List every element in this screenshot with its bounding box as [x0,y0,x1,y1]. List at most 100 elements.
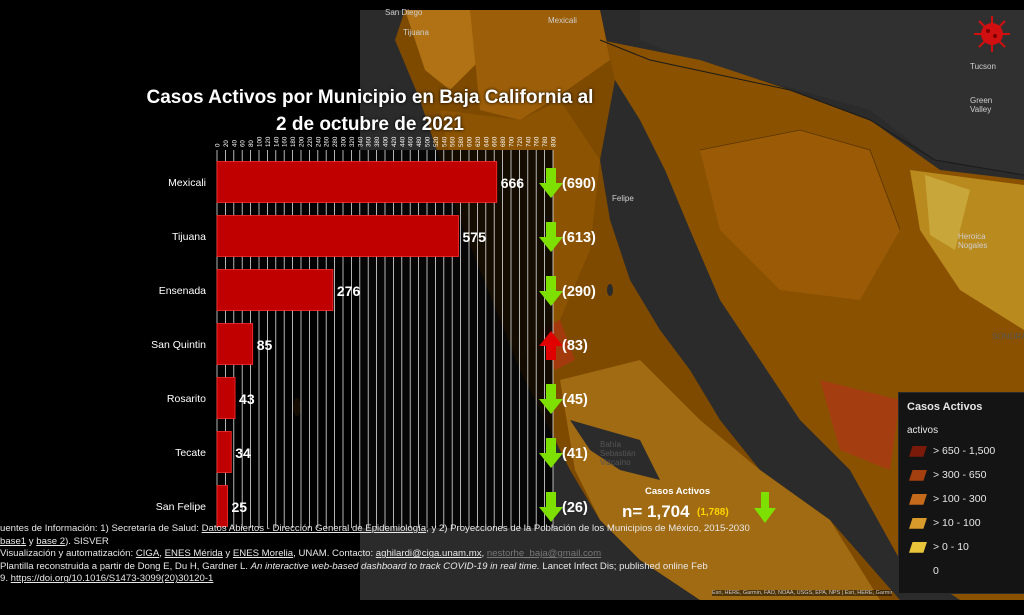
data-label: 43 [239,391,255,407]
map-label-tijuana: Tijuana [403,28,429,37]
x-tick-label: 300 [341,136,348,147]
x-tick-label: 40 [231,140,238,147]
legend-item: > 10 - 100 [909,517,981,531]
footer-line-5: 9. https://doi.org/10.1016/S1473-3099(20… [0,573,800,586]
x-tick-label: 360 [366,136,373,147]
x-tick-label: 680 [500,136,507,147]
legend-title: Casos Activos [907,401,983,413]
map-label-tucson: Tucson [970,62,996,71]
footer-text: y [26,535,37,547]
footer-line-2: base1 y base 2). SISVER [0,536,800,549]
map-label-san-diego: San Diego [385,8,423,17]
x-tick-label: 600 [467,136,474,147]
summary-previous-total: (1,788) [697,507,729,518]
x-tick-label: 380 [374,136,381,147]
legend-swatch [909,517,927,529]
trend-down-arrow-icon [539,492,563,522]
footer-link-datos-abiertos[interactable]: Datos Abiertos - Dirección General de Ep… [201,523,427,534]
chart-title: Casos Activos por Municipio en Baja Cali… [110,84,630,138]
data-label: 34 [235,445,251,461]
footer-link-base2[interactable]: base 2 [36,535,66,547]
x-tick-label: 200 [299,136,306,147]
x-tick-label: 700 [509,136,516,147]
trend-down-arrow-icon [539,438,563,468]
legend-label: > 0 - 10 [933,541,969,553]
footer-text: uentes de Información: 1) Secretaría de … [0,523,202,534]
x-tick-label: 100 [257,136,264,147]
chart-title-line-1: Casos Activos por Municipio en Baja Cali… [146,87,594,108]
category-label: San Felipe [156,501,206,513]
footer-line-4: Plantilla reconstruida a partir de Dong … [0,561,800,574]
footer-text: , [159,548,165,560]
footer-line-1: uentes de Información: 1) Secretaría de … [0,523,800,536]
x-tick-label: 640 [483,136,490,147]
legend-swatch [909,493,927,505]
x-tick-label: 280 [332,136,339,147]
x-tick-label: 340 [357,136,364,147]
x-tick-label: 540 [441,136,448,147]
previous-value-label: (290) [562,284,596,300]
legend-item: > 650 - 1,500 [909,445,995,459]
footer-link-doi[interactable]: https://doi.org/10.1016/S1473-3099(20)30… [10,573,214,585]
footer-link-email-1[interactable]: aghilardi@ciga.unam.mx [375,548,482,560]
map-label-sonora: SONORA [992,332,1024,341]
x-tick-label: 140 [273,136,280,147]
x-tick-label: 0 [215,143,222,147]
footer-line-3: Visualización y automatización: CIGA, EN… [0,548,800,561]
legend-item: > 0 - 10 [909,541,969,555]
x-tick-label: 500 [425,136,432,147]
previous-value-label: (26) [562,500,588,516]
legend-item: > 300 - 650 [909,469,986,483]
x-tick-label: 460 [408,136,415,147]
footer-link-enes-morelia[interactable]: ENES Morelia [232,548,294,560]
legend-swatch [909,565,927,577]
legend-label: > 650 - 1,500 [933,445,996,457]
map-legend: Casos Activos activos > 650 - 1,500 > 30… [898,392,1024,594]
x-tick-label: 60 [240,140,247,147]
footer-link-base1[interactable]: base1 [0,535,27,547]
previous-value-label: (45) [562,392,588,408]
legend-subtitle: activos [907,425,939,436]
category-label: Tecate [175,447,206,459]
trend-down-arrow-icon [539,384,563,414]
summary-total: n= 1,704 [622,502,690,521]
data-label: 666 [501,175,525,191]
x-tick-label: 620 [475,136,482,147]
data-label: 25 [232,499,248,515]
x-tick-label: 520 [433,136,440,147]
x-tick-label: 740 [525,136,532,147]
data-label: 575 [463,229,487,245]
bar [216,431,232,473]
x-tick-label: 580 [458,136,465,147]
legend-label: 0 [933,565,939,577]
legend-label: > 300 - 650 [933,469,987,481]
map-label-felipe: Felipe [612,194,634,203]
footer-link-enes-merida[interactable]: ENES Mérida [164,548,223,560]
x-tick-label: 720 [517,136,524,147]
footer-link-ciga[interactable]: CIGA [135,548,160,560]
x-tick-label: 80 [248,140,255,147]
bar [216,215,459,257]
legend-swatch [909,541,927,553]
map-attribution: Esri, HERE, Garmin, FAO, NOAA, USGS, EPA… [712,590,892,596]
footer-text: Visualización y automatización: [0,548,136,560]
footer-text: , UNAM. Contacto: [293,548,376,560]
virus-logo-icon [974,16,1010,52]
map-label-mexicali: Mexicali [548,16,577,25]
previous-value-label: (83) [562,338,588,354]
x-tick-label: 480 [416,136,423,147]
x-tick-label: 420 [391,136,398,147]
footer-text: 9. [0,573,11,585]
x-tick-label: 780 [542,136,549,147]
x-tick-label: 220 [307,136,314,147]
data-label: 85 [257,337,273,353]
bar [216,323,254,365]
x-tick-label: 660 [492,136,499,147]
footer-text: Lancet Infect Dis; published online Feb [539,560,708,572]
footer-link-email-2[interactable]: nestorhe_baja@gmail.com [486,548,602,560]
x-tick-label: 440 [399,136,406,147]
bar [216,269,334,311]
bar [216,485,228,527]
trend-down-arrow-icon [539,222,563,252]
